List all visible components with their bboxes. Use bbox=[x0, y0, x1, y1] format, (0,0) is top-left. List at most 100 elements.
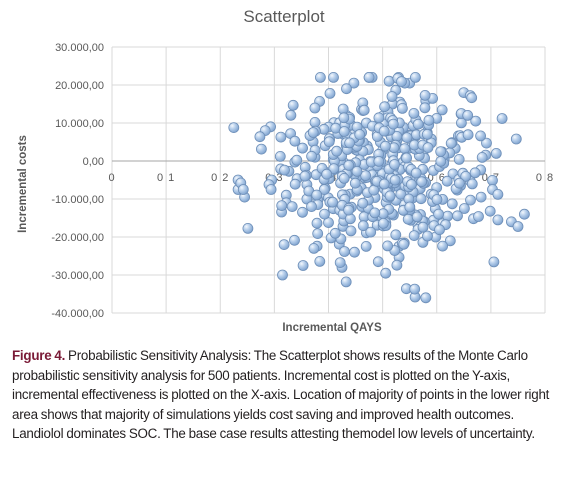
data-point bbox=[496, 113, 508, 124]
data-point bbox=[308, 242, 320, 254]
data-point bbox=[399, 143, 411, 155]
data-point bbox=[360, 170, 372, 182]
data-point bbox=[327, 196, 339, 208]
data-point bbox=[228, 122, 240, 133]
data-point bbox=[379, 101, 391, 113]
y-tick-label: -30.000,00 bbox=[51, 270, 104, 282]
data-point bbox=[343, 159, 355, 171]
data-point bbox=[276, 200, 288, 212]
data-point bbox=[340, 276, 352, 288]
data-point bbox=[488, 256, 500, 268]
data-point bbox=[349, 246, 360, 258]
data-point bbox=[466, 92, 478, 104]
data-point bbox=[470, 115, 482, 127]
data-point bbox=[434, 224, 445, 236]
data-point bbox=[311, 189, 323, 201]
data-point bbox=[411, 211, 423, 223]
data-point bbox=[462, 110, 474, 121]
data-point bbox=[445, 137, 457, 149]
data-point bbox=[395, 188, 407, 200]
data-point bbox=[391, 259, 403, 271]
data-point bbox=[297, 142, 308, 154]
data-point bbox=[255, 143, 267, 155]
y-axis-title: Incremental costs bbox=[17, 135, 29, 233]
data-point bbox=[237, 184, 249, 195]
y-tick-label: -20.000,00 bbox=[51, 232, 104, 244]
data-point bbox=[422, 230, 433, 242]
data-points bbox=[228, 72, 530, 304]
data-point bbox=[453, 153, 465, 165]
data-point bbox=[382, 240, 394, 252]
x-axis-title: Incremental QAYS bbox=[282, 322, 382, 334]
data-point bbox=[378, 178, 390, 190]
data-point bbox=[265, 184, 277, 195]
data-point bbox=[354, 129, 366, 140]
x-tick-label: 0 8 bbox=[536, 172, 554, 184]
data-point bbox=[297, 260, 309, 271]
data-point bbox=[289, 234, 300, 246]
data-point bbox=[329, 227, 341, 239]
data-point bbox=[484, 205, 496, 217]
data-point bbox=[339, 246, 350, 257]
data-point bbox=[299, 170, 311, 182]
figure-caption: Figure 4. Probabilistic Sensitivity Anal… bbox=[12, 346, 568, 444]
data-point bbox=[421, 128, 433, 140]
data-point bbox=[380, 267, 392, 279]
data-point bbox=[423, 114, 435, 126]
data-point bbox=[373, 112, 385, 124]
data-point bbox=[278, 239, 290, 251]
data-point bbox=[328, 163, 340, 175]
y-tick-label: 10.000,00 bbox=[55, 118, 104, 130]
data-point bbox=[466, 178, 478, 190]
data-point bbox=[417, 221, 429, 233]
data-point bbox=[433, 208, 445, 220]
data-point bbox=[387, 118, 399, 130]
data-point bbox=[314, 72, 326, 83]
data-point bbox=[510, 133, 522, 145]
data-point bbox=[408, 230, 420, 242]
data-point bbox=[410, 167, 422, 179]
data-point bbox=[465, 194, 476, 206]
data-point bbox=[287, 99, 299, 111]
data-point bbox=[401, 132, 413, 144]
data-point bbox=[487, 174, 498, 186]
data-point bbox=[358, 104, 370, 116]
data-point bbox=[405, 179, 417, 190]
data-point bbox=[492, 188, 504, 200]
data-point bbox=[460, 170, 472, 182]
data-point bbox=[419, 90, 431, 101]
data-point bbox=[446, 198, 458, 210]
data-point bbox=[369, 207, 381, 219]
data-point bbox=[338, 126, 350, 137]
data-point bbox=[344, 137, 356, 149]
data-point bbox=[365, 226, 377, 238]
data-point bbox=[422, 142, 434, 154]
data-point bbox=[277, 269, 288, 281]
data-point bbox=[351, 165, 363, 177]
data-point bbox=[475, 191, 487, 203]
data-point bbox=[419, 102, 431, 114]
data-point bbox=[319, 208, 330, 220]
data-point bbox=[452, 210, 463, 222]
data-point bbox=[435, 146, 447, 158]
data-point bbox=[349, 177, 361, 189]
data-point bbox=[416, 176, 428, 188]
y-tick-label: 30.000,00 bbox=[55, 42, 104, 54]
data-point bbox=[512, 221, 524, 232]
data-point bbox=[306, 150, 318, 162]
data-point bbox=[309, 102, 321, 114]
data-point bbox=[490, 147, 502, 159]
data-point bbox=[384, 190, 396, 202]
data-point bbox=[415, 193, 427, 205]
data-point bbox=[390, 229, 402, 241]
data-point bbox=[444, 235, 456, 247]
data-point bbox=[420, 292, 432, 304]
figure-caption-label: Figure 4. bbox=[12, 348, 66, 363]
figure-caption-text: Probabilistic Sensitivity Analysis: The … bbox=[12, 348, 550, 441]
data-point bbox=[334, 257, 346, 269]
data-point bbox=[274, 150, 286, 162]
data-point bbox=[341, 83, 352, 95]
data-point bbox=[312, 228, 324, 240]
data-point bbox=[289, 135, 301, 147]
data-point bbox=[408, 108, 420, 119]
